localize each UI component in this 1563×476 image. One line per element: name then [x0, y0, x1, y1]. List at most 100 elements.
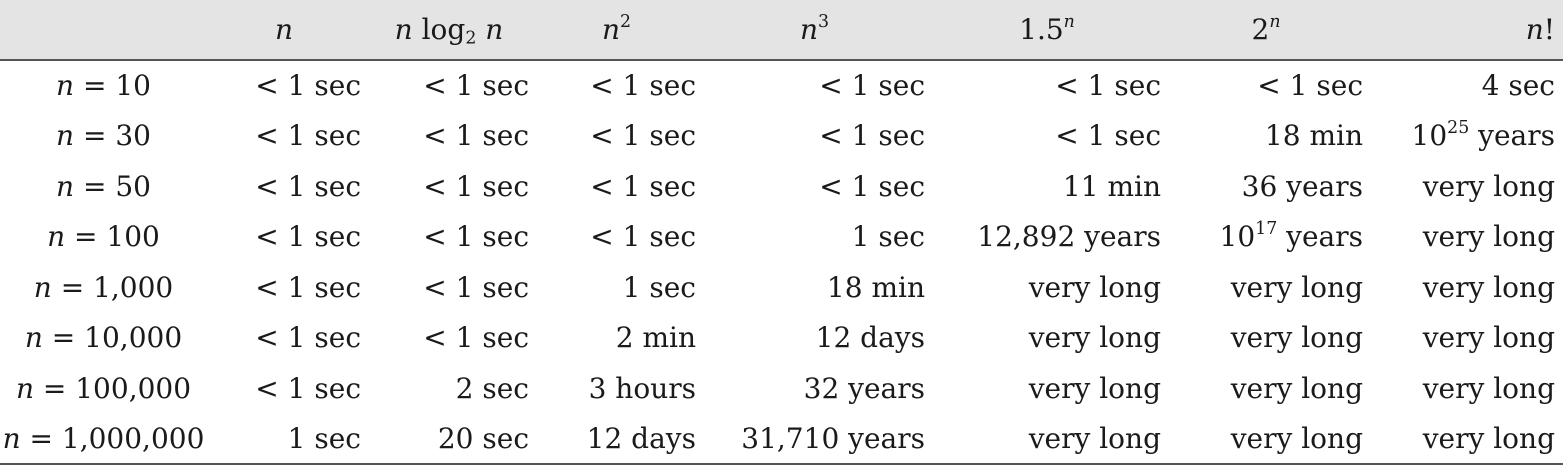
table-header: n n log2 n n2 n3 1.5n 2n n! [0, 0, 1563, 61]
table-row: n = 1,000,000 1 sec 20 sec 12 days 31,710 ye… [0, 413, 1563, 465]
row-label: n = 100 [0, 212, 207, 263]
table-cell: very long [1422, 321, 1555, 355]
table-cell: very long [1028, 270, 1161, 304]
row-label-value: = 10 [74, 69, 151, 103]
table-cell: < 1 sec [819, 119, 925, 153]
table-row: n = 50 < 1 sec < 1 sec < 1 sec < 1 sec 11 min… [0, 161, 1563, 212]
table-cell: 4 sec [1481, 69, 1555, 103]
table-cell: < 1 sec [590, 69, 696, 103]
table-cell: very long [1422, 169, 1555, 203]
cell-base: 10 [1411, 119, 1448, 153]
header-cell-label [0, 0, 207, 61]
row-label-value: = 100,000 [33, 371, 192, 405]
table-row: n = 100,000 < 1 sec 2 sec 3 hours 32 years ve… [0, 363, 1563, 414]
table-cell: 1017 years [1169, 212, 1371, 263]
row-label: n = 10 [0, 60, 207, 111]
header-n2-base: n [601, 13, 620, 46]
table-cell: < 1 sec [255, 371, 361, 405]
table-cell: < 1 sec [255, 220, 361, 254]
row-label-var: n [56, 119, 75, 153]
table-body: n = 10 < 1 sec < 1 sec < 1 sec < 1 sec < 1 se… [0, 60, 1563, 465]
header-2n-base: 2 [1251, 13, 1270, 46]
table-cell: < 1 sec [255, 321, 361, 355]
header-n2-sup: 2 [620, 11, 632, 32]
header-nlogn-sub: 2 [465, 28, 477, 49]
row-label-var: n [33, 270, 52, 304]
table-cell: 18 min [826, 270, 925, 304]
header-nfact-var: n [1525, 13, 1544, 46]
cell-base: 10 [1219, 220, 1256, 254]
header-n3-sup: 3 [818, 11, 830, 32]
table-cell: very long [1371, 413, 1563, 465]
header-row: n n log2 n n2 n3 1.5n 2n n! [0, 0, 1563, 61]
table-cell: < 1 sec [423, 119, 529, 153]
table-cell: < 1 sec [255, 270, 361, 304]
table-cell: 1 sec [207, 413, 369, 465]
header-cell-1-5n: 1.5n [933, 0, 1169, 61]
table-cell: 32 years [803, 371, 925, 405]
table-row: n = 1,000 < 1 sec < 1 sec 1 sec 18 min very l… [0, 262, 1563, 313]
table-cell: very long [1230, 371, 1363, 405]
row-label: n = 1,000 [0, 262, 207, 313]
row-label-var: n [15, 371, 34, 405]
row-label-var: n [24, 321, 43, 355]
cell-exponent: 17 [1255, 219, 1278, 240]
table-cell: < 1 sec [1257, 69, 1363, 103]
header-cell-n3: n3 [704, 0, 933, 61]
table-cell: < 1 sec [590, 169, 696, 203]
cell-exponent: 25 [1447, 118, 1470, 139]
row-label: n = 10,000 [0, 313, 207, 364]
table-cell: 12 days [537, 413, 704, 465]
table-cell: very long [933, 413, 1169, 465]
table-cell: 1 sec [622, 270, 696, 304]
table-cell: < 1 sec [1055, 119, 1161, 153]
table-cell: very long [1028, 321, 1161, 355]
table-cell: < 1 sec [590, 119, 696, 153]
row-label: n = 100,000 [0, 363, 207, 414]
row-label-value: = 30 [74, 119, 151, 153]
table-cell: < 1 sec [255, 119, 361, 153]
table-cell: very long [1028, 371, 1161, 405]
header-cell-n: n [207, 0, 369, 61]
header-n-text: n [274, 13, 294, 46]
table-cell: < 1 sec [819, 169, 925, 203]
table-cell: very long [1230, 321, 1363, 355]
table-cell: < 1 sec [423, 69, 529, 103]
header-2n-sup: n [1269, 11, 1281, 32]
table-cell: very long [1422, 270, 1555, 304]
table-cell: 2 min [615, 321, 696, 355]
header-1-5n-base: 1.5 [1019, 13, 1064, 46]
row-label: n = 1,000,000 [0, 413, 207, 465]
row-label-var: n [56, 69, 75, 103]
table-cell: < 1 sec [590, 220, 696, 254]
header-1-5n-sup: n [1063, 11, 1075, 32]
table-cell: < 1 sec [423, 270, 529, 304]
header-cell-2n: 2n [1169, 0, 1371, 61]
row-label-var: n [56, 169, 75, 203]
table-row: n = 10 < 1 sec < 1 sec < 1 sec < 1 sec < 1 se… [0, 60, 1563, 111]
header-n3-base: n [799, 13, 818, 46]
table-cell: 31,710 years [704, 413, 933, 465]
row-label: n = 50 [0, 161, 207, 212]
header-nfact-bang: ! [1543, 13, 1555, 46]
table-cell: very long [1422, 220, 1555, 254]
table-cell: 36 years [1241, 169, 1363, 203]
table-cell: 1 sec [851, 220, 925, 254]
row-label-value: = 1,000,000 [20, 421, 205, 455]
row-label-var: n [2, 421, 21, 455]
table-cell: < 1 sec [423, 321, 529, 355]
header-cell-nfact: n! [1371, 0, 1563, 61]
table-cell: 1025 years [1371, 111, 1563, 162]
table-cell: 12,892 years [977, 220, 1161, 254]
table-cell: 11 min [1062, 169, 1161, 203]
table-row: n = 30 < 1 sec < 1 sec < 1 sec < 1 sec < 1 se… [0, 111, 1563, 162]
table-row: n = 10,000 < 1 sec < 1 sec 2 min 12 days very… [0, 313, 1563, 364]
cell-unit: years [1277, 220, 1363, 254]
table-row: n = 100 < 1 sec < 1 sec < 1 sec 1 sec 12,892 … [0, 212, 1563, 263]
table-cell: 12 days [815, 321, 925, 355]
table-cell: < 1 sec [255, 69, 361, 103]
table-cell: < 1 sec [423, 220, 529, 254]
table-cell: < 1 sec [819, 69, 925, 103]
header-cell-nlogn: n log2 n [369, 0, 537, 61]
table-cell: < 1 sec [1055, 69, 1161, 103]
